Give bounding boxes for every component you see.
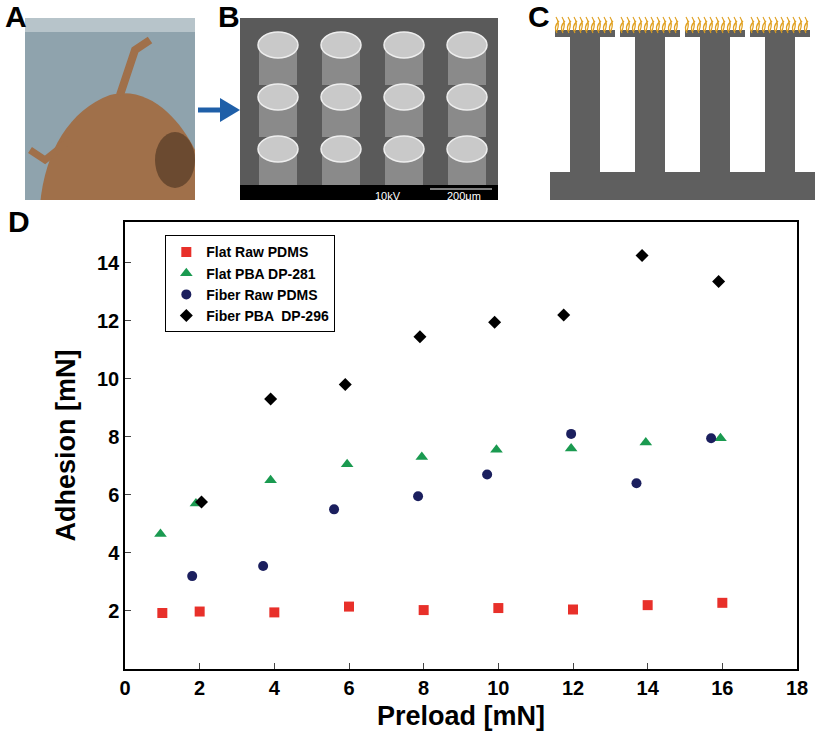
- svg-text:12: 12: [562, 677, 584, 699]
- svg-text:Adhesion [mN]: Adhesion [mN]: [51, 350, 81, 542]
- svg-text:200μm: 200μm: [447, 190, 481, 202]
- svg-text:2: 2: [108, 600, 119, 622]
- svg-text:4: 4: [108, 542, 120, 564]
- svg-text:6: 6: [108, 484, 119, 506]
- svg-text:4: 4: [269, 677, 281, 699]
- svg-text:16: 16: [711, 677, 733, 699]
- html-text:C: C: [528, 0, 550, 33]
- svg-text:10kV: 10kV: [375, 190, 401, 202]
- svg-text:Preload [mN]: Preload [mN]: [377, 701, 545, 731]
- svg-text:2: 2: [194, 677, 205, 699]
- html-text:A: A: [5, 0, 27, 33]
- svg-text:12: 12: [97, 310, 119, 332]
- svg-text:Flat Raw PDMS: Flat Raw PDMS: [206, 244, 308, 260]
- svg-text:8: 8: [108, 426, 119, 448]
- svg-text:6: 6: [343, 677, 354, 699]
- html-text:D: D: [8, 205, 30, 238]
- svg-text:Flat PBA DP-281: Flat PBA DP-281: [206, 266, 315, 282]
- svg-text:Fiber PBA DP-296: Fiber PBA DP-296: [206, 308, 329, 324]
- svg-text:0: 0: [119, 677, 130, 699]
- svg-text:18: 18: [786, 677, 808, 699]
- svg-text:14: 14: [637, 677, 660, 699]
- svg-text:10: 10: [97, 368, 119, 390]
- svg-text:Fiber Raw PDMS: Fiber Raw PDMS: [206, 287, 317, 303]
- svg-text:10: 10: [487, 677, 509, 699]
- svg-text:14: 14: [97, 252, 120, 274]
- svg-text:8: 8: [418, 677, 429, 699]
- html-text:B: B: [218, 0, 240, 33]
